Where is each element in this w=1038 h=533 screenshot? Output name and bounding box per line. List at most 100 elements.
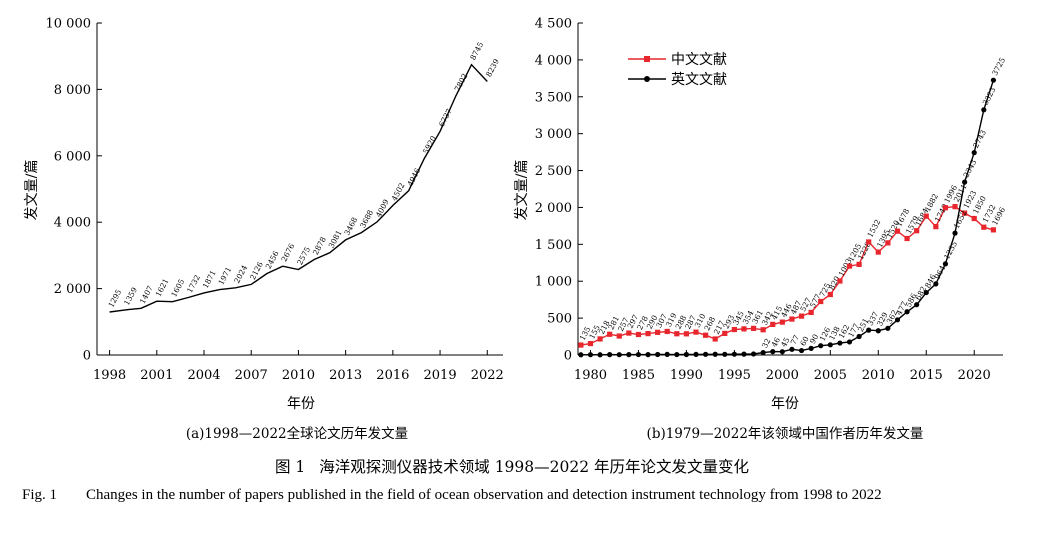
figure-title-text: 海洋观探测仪器技术领域 1998—2022 年历年论文发文量变化 [319, 458, 750, 476]
figure-title-number: 图 1 [274, 458, 306, 476]
panel-a-data-label: 4502 [390, 181, 407, 202]
panel-b-data-point [856, 261, 862, 268]
panel-a-y-tick-label: 10 000 [46, 17, 92, 32]
panel-a-x-axis-label: 年份 [287, 396, 315, 412]
panel-b-data-point [760, 350, 766, 356]
panel-b-data-label: 2343 [961, 158, 978, 179]
panel-b-data-point [731, 326, 737, 333]
panel-a-data-label: 5920 [421, 134, 438, 155]
panel-a-data-label: 1871 [201, 269, 218, 290]
panel-b-data-point [741, 326, 747, 332]
panel-b-caption: (b)1979—2022年该领域中国作者历年发文量 [647, 426, 924, 442]
panel-b-data-point [923, 289, 929, 296]
legend-label-english: 英文文献 [671, 71, 727, 88]
panel-a-x-tick-label: 2004 [187, 368, 220, 383]
panel-b-data-point [827, 342, 833, 348]
panel-b-data-point [990, 227, 997, 233]
panel-a-data-label: 2456 [264, 249, 281, 270]
panel-b-data-point [635, 351, 642, 358]
panel-a-x-tick-label: 2013 [329, 368, 362, 383]
panel-b-data-label: 90 [808, 332, 821, 345]
figure-caption-label: Fig. 1 [22, 487, 58, 503]
panel-b-data-label: 45 [779, 336, 792, 349]
panel-b-y-axis-label: 发文量/篇 [514, 160, 530, 221]
panel-b-data-point [664, 351, 670, 358]
panel-b-data-point [587, 352, 594, 358]
panel-b-y-tick-label: 3 500 [535, 90, 572, 105]
panel-b-data-point [962, 179, 968, 185]
panel-b-data-point [693, 329, 699, 335]
panel-b-data-point [722, 330, 728, 336]
panel-a-data-label: 2024 [232, 263, 249, 284]
panel-b-data-point [981, 107, 987, 113]
panel-a-data-label: 2575 [295, 245, 312, 266]
panel-b-data-point [942, 261, 949, 267]
panel-a-y-tick-label: 6 000 [54, 149, 91, 164]
panel-b-data-point [798, 313, 805, 319]
panel-b-axes: 0 500 1 000 1 500 2 000 2 500 3 000 3 500 4 000 4… [535, 17, 1003, 383]
panel-a-data-label: 4009 [374, 198, 391, 219]
panel-b-data-point [731, 351, 737, 357]
panel-b-data-point [933, 224, 939, 230]
panel-b-data-point [674, 351, 680, 358]
panel-b-data-point [885, 325, 891, 331]
panel-a-data-label: 1407 [138, 284, 155, 305]
panel-b-data-point [818, 298, 824, 305]
panel-b-data-label: 2743 [971, 128, 988, 149]
panel-b-data-point [962, 210, 968, 216]
panel-a-data-label: 8745 [468, 40, 485, 61]
figure-title: 图 1 海洋观探测仪器技术领域 1998—2022 年历年论文发文量变化 [0, 455, 1038, 477]
panel-b-chinese-authors-papers: 0 500 1 000 1 500 2 000 2 500 3 000 3 500 4 000 4… [514, 17, 1007, 443]
panel-a-data-label: 1605 [169, 277, 186, 298]
panel-b-data-point [846, 263, 853, 269]
panel-a-data-label: 8239 [484, 57, 501, 78]
panel-b-y-tick-label: 1 000 [535, 275, 572, 290]
panel-b-data-point [741, 351, 747, 357]
panel-b-data-point [808, 345, 814, 351]
panel-a-data-label: 3688 [358, 208, 375, 229]
panel-b-data-point [981, 224, 987, 230]
panel-b-data-point [885, 240, 891, 246]
panel-b-data-point [904, 309, 910, 315]
panel-a-y-tick-label: 4 000 [54, 216, 91, 231]
panel-b-series: 1351552182812572972782903073192882873102… [578, 56, 1007, 358]
panel-b-data-label: 3323 [981, 85, 998, 106]
panel-b-y-tick-label: 500 [547, 312, 572, 327]
panel-b-data-point [866, 327, 872, 333]
panel-b-data-point [683, 331, 690, 337]
panel-a-x-tick-label: 2001 [140, 368, 173, 383]
panel-a-x-tick-label: 2022 [471, 368, 504, 383]
panel-b-data-point [597, 352, 603, 358]
panel-b-data-point [616, 352, 622, 358]
panel-a-x-tick-label: 2007 [235, 368, 268, 383]
panel-b-data-point [818, 343, 824, 349]
panel-b-data-point [683, 351, 690, 358]
panel-b-x-tick-label: 1990 [670, 368, 703, 383]
panel-a-x-tick-label: 2010 [282, 368, 315, 383]
panel-a-y-tick-label: 2 000 [54, 282, 91, 297]
panel-b-data-point [578, 352, 584, 358]
panel-b-data-point [779, 349, 785, 355]
panel-b-data-label: 46 [770, 336, 783, 349]
panel-b-data-point [933, 281, 939, 287]
panel-b-data-point [635, 331, 642, 338]
panel-b-y-tick-label: 4 000 [535, 53, 572, 68]
panel-a-data-label: 6737 [437, 107, 454, 128]
panel-a-series: 1295135914071621160517321871197120242126… [106, 40, 501, 313]
panel-b-data-point [645, 331, 651, 337]
panel-a-series-line [109, 63, 488, 313]
panel-a-data-label: 1971 [217, 265, 234, 286]
legend-marker-english [644, 76, 650, 82]
panel-a-axes: 0 2 000 4 000 6 000 8 000 10 000 1998 2001 2004 2… [46, 17, 504, 384]
panel-a-y-tick-label: 8 000 [54, 83, 91, 98]
panel-b-data-point [578, 342, 584, 348]
panel-b-data-point [856, 333, 862, 340]
panel-a-data-label: 1621 [154, 277, 171, 298]
panel-b-data-point [674, 331, 680, 337]
panel-b-data-label: 1235 [942, 240, 959, 261]
panel-b-data-point [866, 239, 872, 245]
panel-a-x-tick-label: 2019 [424, 368, 457, 383]
panel-b-x-tick-label: 1985 [622, 368, 655, 383]
panel-b-data-point [712, 351, 718, 357]
panel-b-data-point [990, 77, 997, 83]
